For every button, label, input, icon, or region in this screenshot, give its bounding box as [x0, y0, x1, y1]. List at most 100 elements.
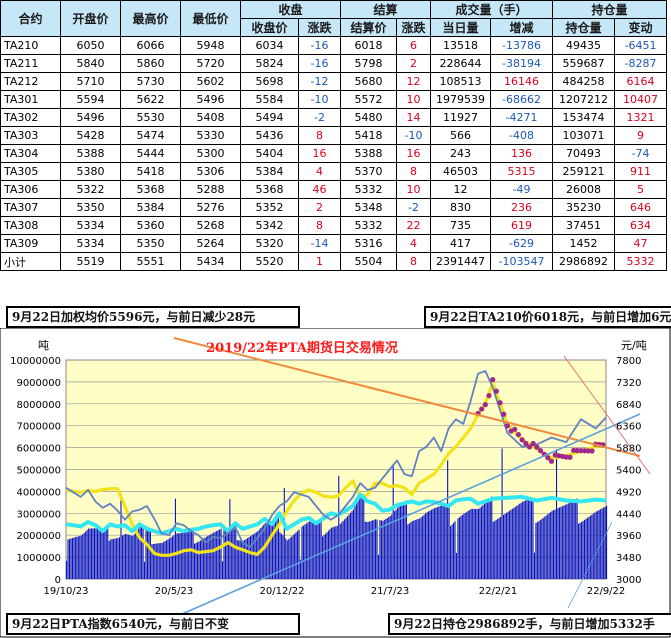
cell-low: 5264 [180, 234, 241, 253]
ta210-dot [493, 388, 499, 394]
volume-bar [304, 524, 306, 579]
right-tick-label: 4440 [616, 509, 641, 520]
cell-oi-chg: 6164 [614, 72, 668, 91]
volume-bar [73, 537, 75, 579]
volume-bar [404, 501, 406, 579]
volume-bar [105, 527, 107, 579]
volume-bar [133, 534, 135, 579]
volume-bar [450, 526, 452, 579]
cell-high: 5368 [120, 180, 181, 199]
volume-bar [586, 517, 588, 579]
cell-vol: 566 [430, 126, 492, 145]
volume-bar [553, 510, 555, 579]
cell-contract: TA301 [0, 90, 61, 109]
volume-bar [367, 521, 369, 579]
cell-settle: 5388 [340, 144, 398, 163]
volume-bar [580, 521, 583, 579]
cell-close-chg: -14 [297, 234, 342, 253]
cell-settle: 5480 [340, 108, 398, 127]
left-tick-label: 5000000 [16, 466, 61, 477]
volume-bar [386, 517, 388, 579]
ta210-dot [589, 448, 595, 454]
volume-bar [345, 517, 347, 579]
cell-settle: 5572 [340, 90, 398, 109]
volume-bar [205, 536, 207, 579]
volume-bar [332, 527, 334, 579]
cell-open: 5496 [60, 108, 121, 127]
volume-bar [413, 520, 415, 579]
table-row: TA309 5334 5350 5264 5320 -14 5316 4 417 -629 1452… [0, 234, 668, 253]
cell-low: 5276 [180, 198, 241, 217]
cell-open: 5594 [60, 90, 121, 109]
volume-bar [469, 509, 471, 579]
table-row: TA210 6050 6066 5948 6034 -16 6018 6 13518 -13786… [0, 36, 668, 55]
volume-bar [273, 522, 275, 579]
volume-bar [220, 528, 222, 579]
volume-bar [542, 517, 544, 579]
volume-bar [595, 511, 597, 579]
volume-bar [483, 503, 485, 579]
volume-bar [310, 521, 312, 579]
volume-bar [529, 498, 531, 579]
cell-vol: 830 [430, 198, 492, 217]
ta210-dot [567, 454, 573, 460]
leader-line [567, 521, 613, 609]
volume-bar [93, 528, 96, 579]
table-row: TA308 5334 5360 5268 5342 8 5332 22 735 619 37451 6… [0, 216, 668, 235]
ta210-dot [482, 402, 488, 408]
volume-bar [276, 516, 278, 579]
volume-bar [286, 540, 288, 579]
cell-contract: TA308 [0, 216, 61, 235]
cell-settle-chg: 8 [396, 252, 432, 271]
ta210-dot [497, 400, 503, 406]
volume-bar [66, 560, 68, 579]
cell-close-chg: 8 [297, 216, 342, 235]
volume-bar [547, 514, 549, 579]
volume-bar [211, 533, 213, 579]
volume-bar [476, 508, 478, 579]
volume-bar [195, 542, 197, 579]
volume-bar [163, 541, 165, 579]
volume-bar [473, 508, 475, 579]
cell-vol: 735 [430, 216, 492, 235]
volume-bar [117, 538, 119, 579]
pta-daily-chart: 0 1000000 2000000 3000000 4000000 5000000 6000… [0, 328, 671, 638]
cell-close-chg: -16 [297, 36, 342, 55]
cell-vol-chg: -68662 [490, 90, 554, 109]
ta210-dot [515, 431, 522, 438]
volume-bar [383, 519, 385, 579]
volume-bar [299, 559, 302, 579]
ta210-dot [501, 411, 507, 417]
volume-bar [121, 535, 124, 579]
cell-low: 5300 [180, 144, 241, 163]
volume-bar [151, 544, 153, 579]
cell-contract: TA304 [0, 144, 61, 163]
volume-bar [554, 509, 556, 579]
volume-bar [155, 543, 157, 579]
cell-low: 5602 [180, 72, 241, 91]
volume-bar [179, 533, 181, 579]
cell-contract: TA302 [0, 108, 61, 127]
trend-line-orange [173, 337, 641, 457]
volume-bar [289, 537, 291, 579]
cell-settle-chg: -2 [396, 198, 432, 217]
header-close-change: 涨跌 [297, 18, 342, 37]
volume-bar [324, 533, 327, 579]
cell-vol: 108513 [430, 72, 492, 91]
volume-bar [535, 522, 537, 579]
volume-bar [458, 517, 460, 579]
volume-bar [408, 523, 410, 579]
volume-bar [333, 526, 335, 579]
volume-bar [301, 526, 303, 579]
cell-high: 5622 [120, 90, 181, 109]
volume-bar [589, 515, 591, 579]
volume-bar [400, 505, 402, 579]
volume-bar [322, 536, 324, 579]
cell-settle-chg: 2 [396, 54, 432, 73]
volume-bar [566, 504, 568, 579]
cell-open: 5710 [60, 72, 121, 91]
volume-bar [495, 519, 497, 579]
volume-bar [313, 522, 315, 579]
cell-vol-chg: 16146 [490, 72, 554, 91]
volume-bar [479, 507, 481, 579]
